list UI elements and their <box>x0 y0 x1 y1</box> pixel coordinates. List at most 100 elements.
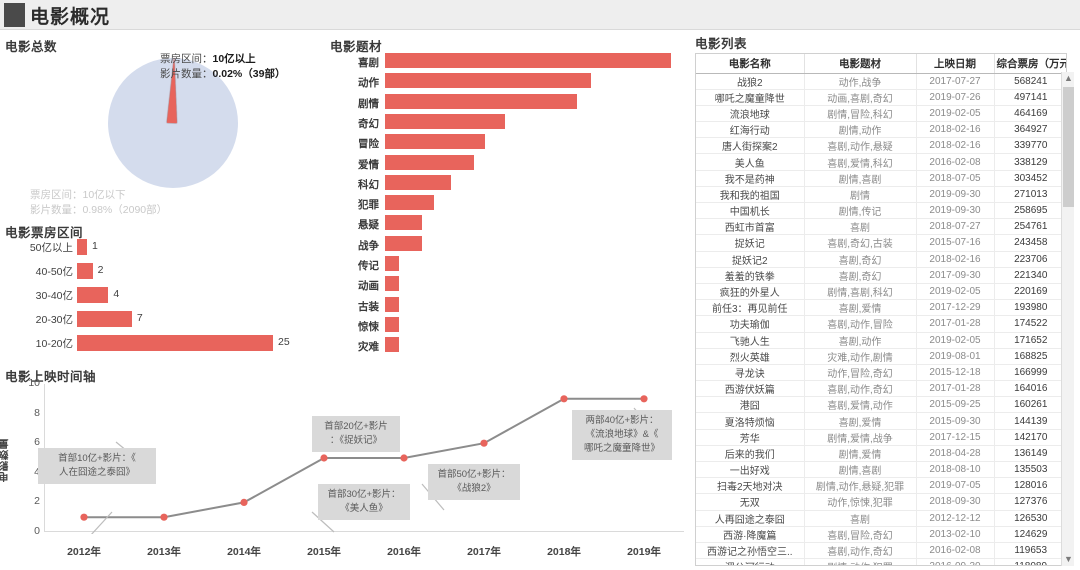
range-bar[interactable] <box>77 335 273 351</box>
range-bar[interactable] <box>77 263 93 279</box>
table-row[interactable]: 人再囧途之泰囧 喜剧 2012-12-12 126530 <box>696 510 1066 527</box>
table-row[interactable]: 羞羞的铁拳 喜剧,奇幻 2017-09-30 221340 <box>696 267 1066 284</box>
table-row[interactable]: 烈火英雄 灾难,动作,剧情 2019-08-01 168825 <box>696 348 1066 365</box>
table-row[interactable]: 夏洛特烦恼 喜剧,爱情 2015-09-30 144139 <box>696 412 1066 430</box>
table-cell-name: 流浪地球 <box>696 105 805 123</box>
table-cell-name: 西游伏妖篇 <box>696 380 805 398</box>
pie-chart[interactable] <box>108 55 238 188</box>
timeline-y-tick: 6 <box>34 436 40 449</box>
annotation-leader-arrow <box>91 511 113 534</box>
table-column-header[interactable]: 综合票房（万元）≡ <box>994 54 1066 74</box>
table-row[interactable]: 飞驰人生 喜剧,动作 2019-02-05 171652 <box>696 332 1066 349</box>
genre-bar[interactable] <box>385 215 423 231</box>
table-column-header[interactable]: 电影题材 <box>804 54 917 74</box>
table-row[interactable]: 西游·降魔篇 喜剧,冒险,奇幻 2013-02-10 124629 <box>696 526 1066 543</box>
table-row[interactable]: 功夫瑜伽 喜剧,动作,冒险 2017-01-28 174522 <box>696 315 1066 333</box>
table-vertical-scrollbar[interactable]: ▲ ▼ <box>1061 72 1074 566</box>
table-row[interactable]: 西游伏妖篇 喜剧,动作,奇幻 2017-01-28 164016 <box>696 380 1066 398</box>
genre-bar[interactable] <box>385 53 671 68</box>
table-cell-date: 2018-09-30 <box>916 493 995 511</box>
table-row[interactable]: 我不是药神 剧情,喜剧 2018-07-05 303452 <box>696 170 1066 187</box>
range-bar[interactable] <box>77 239 87 255</box>
table-row[interactable]: 后来的我们 剧情,爱情 2018-04-28 136149 <box>696 445 1066 463</box>
table-row[interactable]: 流浪地球 剧情,冒险,科幻 2019-02-05 464169 <box>696 105 1066 123</box>
table-row[interactable]: 美人鱼 喜剧,爱情,科幻 2016-02-08 338129 <box>696 153 1066 171</box>
genre-bar[interactable] <box>385 134 486 150</box>
timeline-x-tick: 2012年 <box>67 546 101 558</box>
genre-bar[interactable] <box>385 93 577 109</box>
table-cell-date: 2018-02-16 <box>916 121 995 139</box>
genre-bar[interactable] <box>385 276 400 292</box>
genre-bar[interactable] <box>385 174 451 190</box>
table-row[interactable]: 港囧 喜剧,爱情,动作 2015-09-25 160261 <box>696 396 1066 414</box>
table-cell-num: 142170 <box>994 429 1066 446</box>
table-row[interactable]: 战狼2 动作,战争 2017-07-27 568241 <box>696 73 1066 90</box>
table-column-header[interactable]: 电影名称 <box>696 54 805 74</box>
range-bar[interactable] <box>77 311 132 327</box>
genre-bar[interactable] <box>385 195 434 211</box>
table-row[interactable]: 捉妖记 喜剧,奇幻,古装 2015-07-16 243458 <box>696 234 1066 252</box>
pie-slice-under-1b[interactable] <box>108 58 238 188</box>
table-cell-num: 168825 <box>994 348 1066 365</box>
genre-bar[interactable] <box>385 113 506 129</box>
timeline-data-point[interactable] <box>640 395 648 403</box>
table-cell-num: 243458 <box>994 234 1066 252</box>
timeline-annotation: 首部50亿+影片： 《战狼2》 <box>428 464 520 500</box>
range-bar-value: 2 <box>97 264 104 276</box>
table-row[interactable]: 西游记之孙悟空三.. 喜剧,动作,奇幻 2016-02-08 119653 <box>696 542 1066 560</box>
genre-bar[interactable] <box>385 316 400 332</box>
genre-bar[interactable] <box>385 235 423 251</box>
scroll-down-arrow-icon[interactable]: ▼ <box>1064 554 1073 564</box>
table-row[interactable]: 一出好戏 剧情,喜剧 2018-08-10 135503 <box>696 461 1066 479</box>
scroll-up-arrow-icon[interactable]: ▲ <box>1064 73 1073 83</box>
table-row[interactable]: 我和我的祖国 剧情 2019-09-30 271013 <box>696 186 1066 204</box>
table-cell-date: 2019-09-30 <box>916 202 995 220</box>
table-column-header[interactable]: 上映日期 <box>916 54 995 74</box>
scrollbar-thumb[interactable] <box>1063 87 1074 207</box>
title-accent-block <box>4 3 25 27</box>
genre-bar-row: 灾难 <box>325 336 685 356</box>
table-row[interactable]: 寻龙诀 动作,冒险,奇幻 2015-12-18 166999 <box>696 364 1066 382</box>
timeline-data-point[interactable] <box>160 513 168 521</box>
table-cell-date: 2013-02-10 <box>916 526 995 543</box>
table-row[interactable]: 无双 动作,惊悚,犯罪 2018-09-30 127376 <box>696 493 1066 511</box>
table-cell-num: 126530 <box>994 510 1066 527</box>
timeline-data-point[interactable] <box>80 513 88 521</box>
timeline-data-point[interactable] <box>320 454 328 462</box>
genre-bar[interactable] <box>385 256 400 271</box>
genre-bar[interactable] <box>385 337 400 353</box>
table-row[interactable]: 湄公河行动剧情,动作,犯罪2016-09-30118089 <box>696 558 1066 565</box>
table-row[interactable]: 唐人街探案2 喜剧,动作,悬疑 2018-02-16 339770 <box>696 137 1066 155</box>
table-cell-num: 303452 <box>994 170 1066 187</box>
table-cell-num: 135503 <box>994 461 1066 479</box>
timeline-data-point[interactable] <box>560 395 568 403</box>
table-row[interactable]: 捉妖记2 喜剧,奇幻 2018-02-16 223706 <box>696 251 1066 268</box>
table-row[interactable]: 哪吒之魔童降世 动画,喜剧,奇幻 2019-07-26 497141 <box>696 89 1066 106</box>
range-bar-value: 1 <box>92 240 98 252</box>
timeline-x-tick: 2018年 <box>547 546 581 558</box>
table-cell-genre: 喜剧,动作,冒险 <box>804 315 917 333</box>
table-cell-name: 无双 <box>696 493 805 511</box>
table-cell-num: 271013 <box>994 186 1066 204</box>
genre-bar[interactable] <box>385 296 400 312</box>
timeline-data-point[interactable] <box>240 498 248 506</box>
range-bar[interactable] <box>77 287 109 303</box>
table-row[interactable]: 扫毒2天地对决 剧情,动作,悬疑,犯罪 2019-07-05 128016 <box>696 477 1066 495</box>
timeline-data-point[interactable] <box>480 439 488 447</box>
timeline-data-point[interactable] <box>400 454 408 462</box>
genre-bar[interactable] <box>385 154 474 170</box>
table-row[interactable]: 前任3：再见前任 喜剧,爱情 2017-12-29 193980 <box>696 299 1066 317</box>
genre-bar[interactable] <box>385 73 591 89</box>
table-cell-name: 西游记之孙悟空三.. <box>696 542 805 560</box>
table-cell-name: 飞驰人生 <box>696 332 805 349</box>
table-cell-num: 164016 <box>994 380 1066 398</box>
range-bar-label: 10-20亿 <box>35 338 73 350</box>
table-cell-name: 港囧 <box>696 396 805 414</box>
table-row[interactable]: 中国机长 剧情,传记 2019-09-30 258695 <box>696 202 1066 220</box>
table-row[interactable]: 疯狂的外星人 剧情,喜剧,科幻 2019-02-05 220169 <box>696 283 1066 301</box>
table-row[interactable]: 红海行动 剧情,动作 2018-02-16 364927 <box>696 121 1066 139</box>
table-row[interactable]: 芳华 剧情,爱情,战争 2017-12-15 142170 <box>696 429 1066 446</box>
table-row[interactable]: 西虹市首富 喜剧 2018-07-27 254761 <box>696 218 1066 236</box>
table-cell-name: 羞羞的铁拳 <box>696 267 805 284</box>
